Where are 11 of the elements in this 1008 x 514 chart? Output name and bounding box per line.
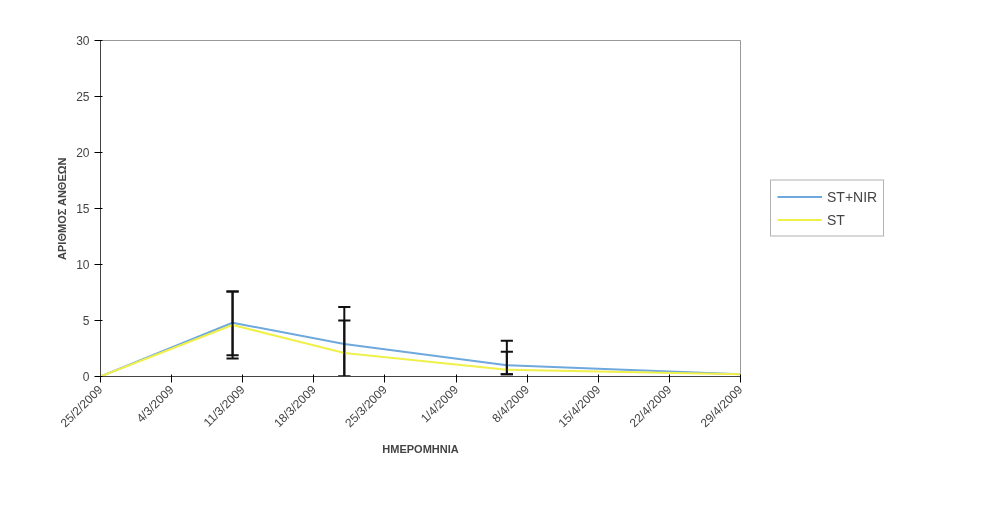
legend-label: ST+NIR [827,188,878,205]
y-tick-label: 15 [76,202,90,216]
y-axis-title: ΑΡΙΘΜΟΣ ΑΝΘΕΩΝ [56,157,69,260]
y-tick-label: 0 [82,370,90,384]
y-tick-label: 5 [82,314,90,328]
y-tick-label: 25 [76,90,90,104]
x-axis-title: ΗΜΕΡΟΜΗΝΙΑ [382,443,459,456]
y-tick-label: 10 [76,258,90,272]
y-tick-label: 30 [76,34,90,48]
y-tick-label: 20 [76,146,90,160]
legend-label: ST [827,211,846,228]
